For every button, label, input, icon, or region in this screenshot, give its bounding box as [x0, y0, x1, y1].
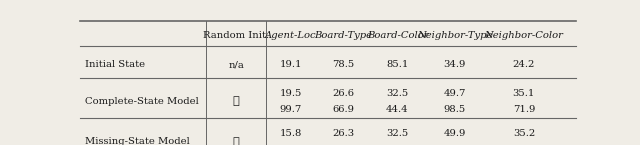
Text: 32.5: 32.5 — [387, 89, 408, 98]
Text: 44.4: 44.4 — [386, 105, 409, 114]
Text: ✓: ✓ — [233, 137, 239, 145]
Text: 35.2: 35.2 — [513, 129, 535, 138]
Text: 78.5: 78.5 — [332, 60, 354, 69]
Text: Board-Color: Board-Color — [367, 31, 428, 40]
Text: Complete-State Model: Complete-State Model — [85, 97, 198, 106]
Text: Neighbor-Color: Neighbor-Color — [484, 31, 563, 40]
Text: 26.3: 26.3 — [332, 129, 354, 138]
Text: Agent-Loc: Agent-Loc — [265, 31, 317, 40]
Text: 71.9: 71.9 — [513, 105, 535, 114]
Text: n/a: n/a — [228, 60, 244, 69]
Text: Missing-State Model: Missing-State Model — [85, 137, 189, 145]
Text: 49.7: 49.7 — [444, 89, 466, 98]
Text: 49.9: 49.9 — [444, 129, 466, 138]
Text: 34.9: 34.9 — [444, 60, 466, 69]
Text: Board-Type: Board-Type — [314, 31, 372, 40]
Text: 19.1: 19.1 — [280, 60, 302, 69]
Text: 32.5: 32.5 — [387, 129, 408, 138]
Text: 19.5: 19.5 — [280, 89, 302, 98]
Text: Random Init.: Random Init. — [203, 31, 269, 40]
Text: Initial State: Initial State — [85, 60, 145, 69]
Text: 85.1: 85.1 — [387, 60, 408, 69]
Text: 24.2: 24.2 — [513, 60, 535, 69]
Text: 66.9: 66.9 — [332, 105, 354, 114]
Text: 15.8: 15.8 — [280, 129, 302, 138]
Text: 26.6: 26.6 — [332, 89, 354, 98]
Text: Neighbor-Type: Neighbor-Type — [417, 31, 492, 40]
Text: 35.1: 35.1 — [513, 89, 535, 98]
Text: 99.7: 99.7 — [280, 105, 302, 114]
Text: 98.5: 98.5 — [444, 105, 466, 114]
Text: ✓: ✓ — [233, 96, 239, 106]
